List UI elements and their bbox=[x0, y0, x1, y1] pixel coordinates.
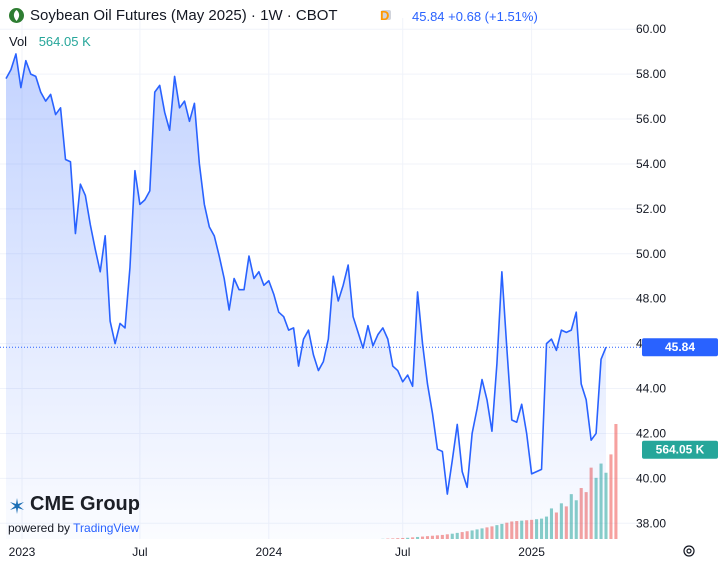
last-price-value: 45.84 bbox=[412, 9, 445, 24]
axis-price-labels: 45.84 564.05 K bbox=[642, 338, 718, 459]
y-tick-label: 42.00 bbox=[636, 426, 666, 440]
volume-axis-label-bg bbox=[642, 440, 718, 459]
volume-bar bbox=[614, 424, 618, 539]
last-price-axis-label-bg bbox=[642, 338, 718, 357]
x-tick-label: Jul bbox=[132, 545, 147, 559]
market-status-icon bbox=[381, 10, 391, 20]
cme-group-logo: CME Group bbox=[30, 493, 140, 515]
y-tick-label: 56.00 bbox=[636, 112, 666, 126]
volume-bar bbox=[609, 454, 613, 539]
volume-legend-label: Vol bbox=[9, 34, 28, 49]
cme-globe-icon bbox=[10, 498, 24, 514]
y-tick-label: 48.00 bbox=[636, 292, 666, 306]
symbol-title[interactable]: Soybean Oil Futures (May 2025) · 1W · CB… bbox=[30, 7, 338, 24]
y-tick-label: 40.00 bbox=[636, 471, 666, 485]
y-tick-label: 54.00 bbox=[636, 157, 666, 171]
powered-by-label: powered by bbox=[8, 521, 71, 535]
powered-by-text[interactable]: powered by TradingView bbox=[8, 521, 139, 535]
volume-legend-value: 564.05 K bbox=[38, 34, 91, 49]
y-tick-label: 44.00 bbox=[636, 382, 666, 396]
x-axis[interactable]: 2023 Jul 2024 Jul 2025 bbox=[9, 545, 546, 559]
y-tick-label: 52.00 bbox=[636, 202, 666, 216]
delayed-data-badge[interactable]: D bbox=[380, 8, 390, 23]
y-tick-label: 38.00 bbox=[636, 516, 666, 530]
x-tick-label: 2024 bbox=[255, 545, 282, 559]
settings-gear-icon[interactable] bbox=[682, 544, 696, 558]
chart-header: Soybean Oil Futures (May 2025) · 1W · CB… bbox=[0, 0, 560, 34]
x-tick-label: Jul bbox=[395, 545, 410, 559]
volume-axis-label: 564.05 K bbox=[656, 443, 705, 457]
y-tick-label: 50.00 bbox=[636, 247, 666, 261]
last-price-axis-label: 45.84 bbox=[665, 340, 695, 354]
volume-legend[interactable]: Vol 564.05 K bbox=[9, 34, 91, 49]
y-tick-label: 60.00 bbox=[636, 22, 666, 36]
y-tick-label: 58.00 bbox=[636, 67, 666, 81]
price-area-fill bbox=[6, 53, 606, 540]
price-change-value: +0.68 (+1.51%) bbox=[448, 9, 538, 24]
price-line bbox=[5, 53, 607, 495]
tradingview-link[interactable]: TradingView bbox=[73, 521, 140, 535]
x-tick-label: 2025 bbox=[518, 545, 545, 559]
soybean-leaf-icon bbox=[9, 8, 24, 23]
x-tick-label: 2023 bbox=[9, 545, 36, 559]
last-price-readout: 45.84 +0.68 (+1.51%) bbox=[412, 9, 538, 24]
